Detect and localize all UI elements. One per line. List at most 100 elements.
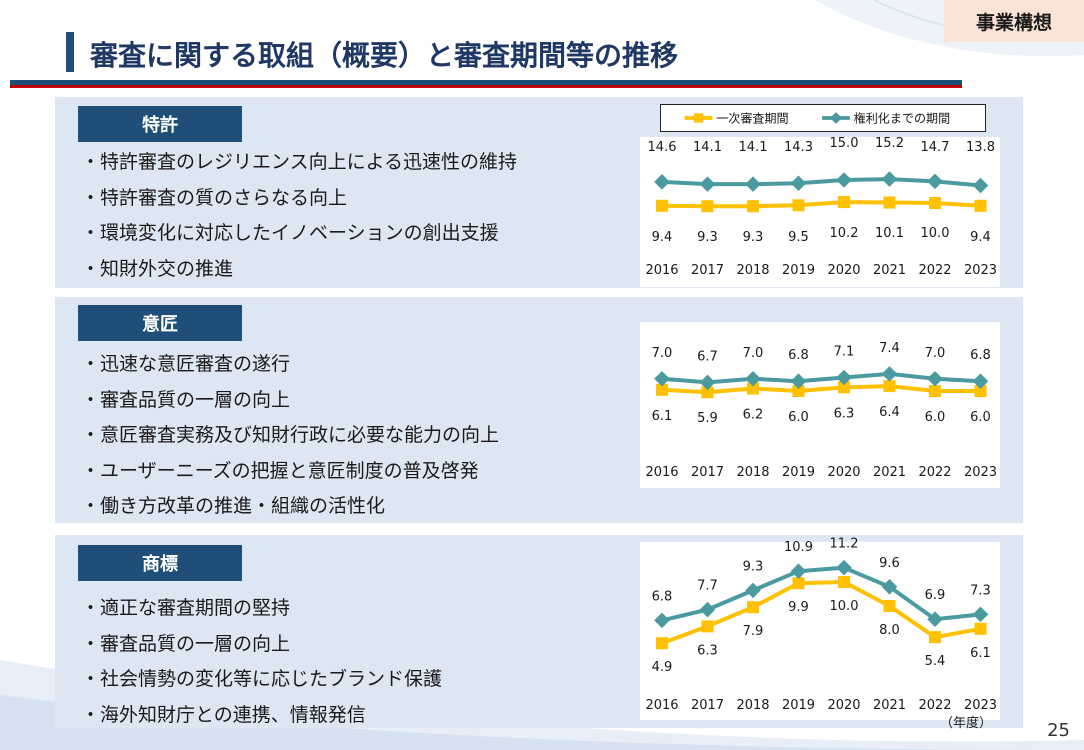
section-tag: 事業構想 — [944, 0, 1084, 42]
data-label: 9.4 — [652, 230, 673, 245]
x-tick-label: 2016 — [645, 465, 678, 480]
design-bullet-list: ・迅速な意匠審査の遂行 ・審査品質の一層の向上 ・意匠審査実務及び知財行政に必要… — [81, 347, 499, 525]
patent-bullet: ・特許審査の質のさらなる向上 — [81, 186, 348, 209]
data-label: 7.4 — [879, 341, 900, 356]
data-label: 7.9 — [743, 624, 764, 639]
data-label: 6.8 — [970, 348, 991, 363]
x-tick-label: 2021 — [873, 465, 906, 480]
page-title: 審査に関する取組（概要）と審査期間等の推移 — [90, 39, 679, 72]
data-point — [701, 386, 714, 399]
data-point — [656, 199, 668, 212]
trademark-bullet: ・海外知財庁との連携、情報発信 — [81, 703, 366, 726]
data-point — [881, 366, 898, 382]
data-label: 9.3 — [743, 230, 764, 245]
data-label: 6.8 — [788, 348, 809, 363]
x-tick-label: 2017 — [691, 698, 724, 713]
data-point — [929, 197, 941, 209]
data-point — [792, 199, 805, 212]
series-line — [661, 565, 981, 623]
data-label: 8.0 — [879, 623, 900, 638]
data-point — [883, 600, 896, 612]
data-label: 7.0 — [925, 346, 946, 361]
data-label: 6.4 — [879, 405, 900, 420]
data-point — [701, 200, 714, 213]
x-tick-label: 2018 — [736, 263, 769, 278]
data-label: 6.7 — [697, 349, 718, 364]
patent-section-label: 特許 — [78, 106, 242, 142]
data-point — [792, 577, 805, 590]
x-tick-label: 2016 — [645, 263, 678, 278]
data-label: 14.1 — [739, 140, 768, 155]
data-label: 7.7 — [697, 579, 718, 594]
data-label: 6.3 — [834, 406, 855, 421]
data-label: 9.6 — [879, 556, 900, 571]
data-label: 15.0 — [830, 136, 859, 151]
x-tick-label: 2023 — [964, 465, 997, 480]
data-label: 6.1 — [970, 646, 991, 661]
data-point — [656, 383, 668, 396]
x-tick-label: 2023 — [964, 263, 997, 278]
data-point — [701, 620, 714, 633]
title-accent-bar — [66, 32, 74, 72]
x-tick-label: 2022 — [918, 465, 951, 480]
series-line — [661, 371, 981, 385]
design-section-label: 意匠 — [78, 305, 242, 341]
data-label: 9.4 — [970, 230, 991, 245]
data-point — [929, 385, 941, 397]
x-tick-label: 2016 — [645, 698, 678, 713]
design-chart: 2016 2017 2018 2019 2020 2021 2022 2023 6.1 5.9 6.… — [640, 322, 1000, 488]
data-point — [974, 199, 987, 212]
data-point — [747, 200, 759, 213]
data-point — [699, 176, 716, 192]
data-label: 10.2 — [830, 226, 859, 241]
data-label: 6.8 — [652, 589, 673, 604]
data-label: 11.2 — [830, 537, 859, 552]
x-tick-label: 2017 — [691, 263, 724, 278]
patent-bullet: ・特許審査のレジリエンス向上による迅速性の維持 — [81, 151, 518, 173]
data-label: 14.7 — [921, 140, 950, 155]
legend-label: 一次審査期間 — [716, 111, 788, 126]
trademark-bullet: ・審査品質の一層の向上 — [81, 632, 291, 655]
data-point — [654, 612, 670, 629]
design-bullet: ・働き方改革の推進・組織の活性化 — [81, 495, 386, 517]
data-label: 13.8 — [966, 140, 995, 155]
data-point — [838, 381, 850, 394]
data-label: 14.1 — [693, 140, 722, 155]
trademark-bullet: ・社会情勢の変化等に応じたブランド保護 — [81, 668, 443, 690]
series-line — [661, 200, 981, 209]
data-point — [790, 563, 807, 579]
year-unit-label: （年度） — [940, 716, 993, 731]
data-label: 7.1 — [834, 345, 855, 360]
x-tick-label: 2019 — [782, 263, 815, 278]
data-point — [974, 622, 987, 635]
data-label: 9.9 — [788, 600, 809, 615]
x-tick-label: 2020 — [827, 465, 860, 480]
x-tick-label: 2020 — [827, 698, 860, 713]
data-point — [883, 196, 896, 209]
data-label: 10.1 — [875, 226, 904, 241]
data-label: 9.5 — [788, 230, 809, 245]
data-point — [792, 385, 805, 397]
data-label: 14.6 — [648, 140, 677, 155]
data-label: 4.9 — [652, 660, 673, 675]
data-point — [881, 171, 898, 187]
trademark-chart: 2016 2017 2018 2019 2020 2021 2022 2023 4.9 6.3 7.… — [640, 537, 1000, 720]
trademark-section-label: 商標 — [78, 545, 242, 581]
x-tick-label: 2021 — [873, 263, 906, 278]
chart-legend: 一次審査期間 権利化までの期間 — [660, 104, 986, 132]
x-tick-label: 2019 — [782, 465, 815, 480]
data-point — [656, 637, 668, 650]
title-rule-red — [10, 85, 962, 88]
data-point — [747, 382, 759, 395]
data-label: 14.3 — [784, 140, 813, 155]
data-label: 9.3 — [697, 230, 718, 245]
design-bullet: ・ユーザーニーズの把握と意匠制度の普及啓発 — [81, 459, 479, 482]
data-label: 6.0 — [925, 410, 946, 425]
data-label: 7.0 — [743, 346, 764, 361]
data-point — [972, 606, 989, 623]
page-number: 25 — [1047, 720, 1070, 741]
trademark-bullet-list: ・適正な審査期間の堅持 ・審査品質の一層の向上 ・社会情勢の変化等に応じたブラン… — [81, 591, 442, 733]
data-label: 6.2 — [743, 408, 764, 423]
patent-bullet: ・環境変化に対応したイノベーションの創出支援 — [81, 222, 499, 244]
design-bullet: ・意匠審査実務及び知財行政に必要な能力の向上 — [81, 424, 500, 446]
